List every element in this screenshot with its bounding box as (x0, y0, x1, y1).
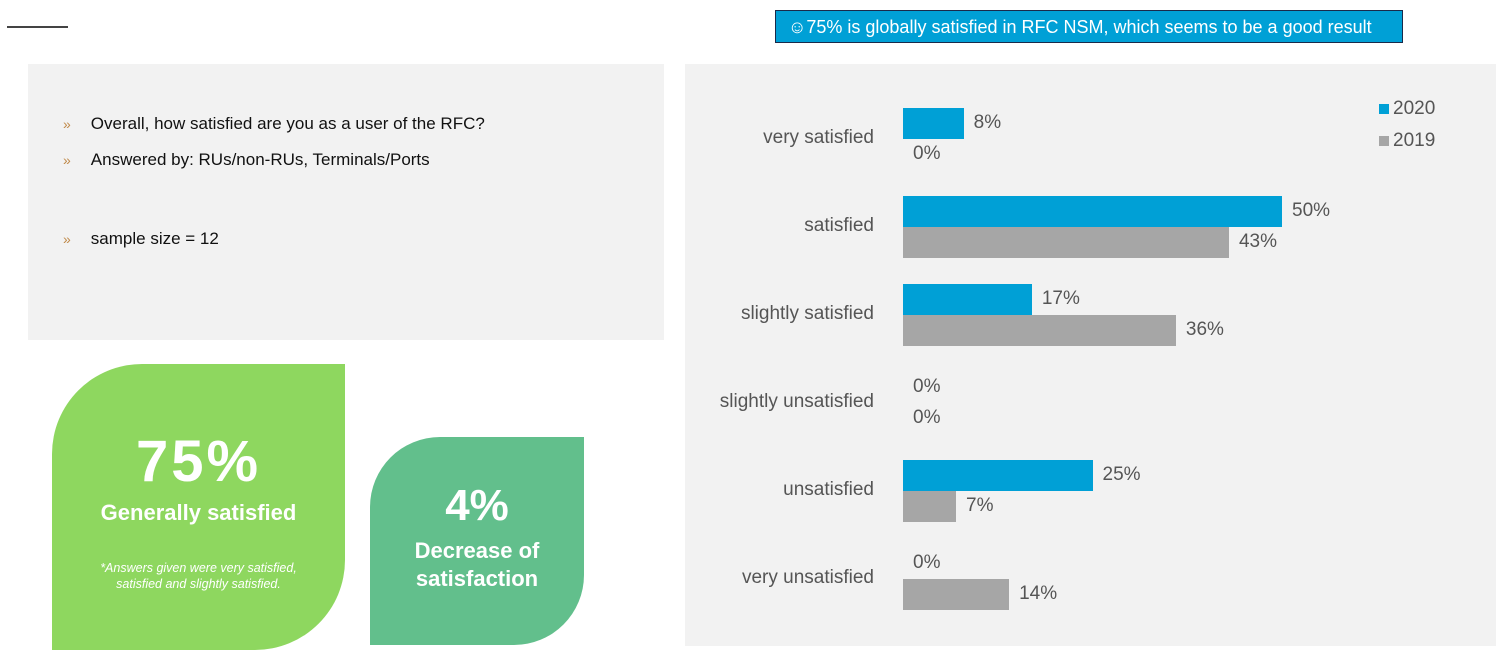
bullet-mark: » (63, 152, 71, 168)
value-label-2020: 0% (913, 552, 941, 573)
bullet-sample-size: » sample size = 12 (63, 229, 219, 249)
kpi-generally-satisfied: 75% Generally satisfied *Answers given w… (52, 364, 345, 650)
bullet-text: Overall, how satisfied are you as a user… (90, 114, 485, 133)
kpi-value: 75% (135, 429, 262, 494)
bullet-mark: » (63, 116, 71, 132)
legend-label: 2019 (1393, 130, 1436, 151)
bar-2019 (903, 579, 1010, 610)
kpi-decrease: 4% Decrease of satisfaction (370, 437, 584, 645)
bar-2019 (903, 227, 1229, 258)
value-label-2020: 0% (913, 376, 941, 397)
value-label-2020: 17% (1041, 288, 1080, 309)
category-label: unsatisfied (783, 479, 874, 500)
bullet-question: » Overall, how satisfied are you as a use… (63, 114, 485, 134)
kpi-value: 4% (445, 481, 509, 530)
value-label-2019: 43% (1238, 231, 1277, 252)
bar-2020 (903, 284, 1032, 315)
decorative-line (7, 26, 68, 28)
kpi-label-line2: satisfaction (415, 566, 539, 591)
legend-label: 2020 (1393, 98, 1436, 119)
kpi-label: Generally satisfied (100, 500, 297, 525)
value-label-2019: 0% (913, 407, 941, 428)
bar-2019 (903, 315, 1176, 346)
bar-2020 (903, 108, 964, 139)
bar-2020 (903, 460, 1093, 491)
legend-swatch (1379, 136, 1389, 146)
bullet-answered-by: » Answered by: RUs/non-RUs, Terminals/Por… (63, 150, 430, 170)
headline-banner: ☺75% is globally satisfied in RFC NSM, w… (775, 10, 1403, 43)
category-label: satisfied (804, 215, 874, 236)
value-label-2019: 36% (1185, 319, 1224, 340)
bar-2020 (903, 196, 1282, 227)
value-label-2019: 0% (913, 143, 941, 164)
category-label: slightly unsatisfied (719, 391, 874, 412)
bullet-text: sample size = 12 (90, 229, 219, 248)
bullet-mark: » (63, 231, 71, 247)
question-info-box: » Overall, how satisfied are you as a use… (28, 64, 664, 340)
satisfaction-bar-chart: 2020 2019 very satisfied 8% 0% satisfied 50%… (685, 64, 1496, 646)
value-label-2020: 25% (1102, 464, 1141, 485)
bar-2019 (903, 491, 957, 522)
value-label-2020: 8% (973, 112, 1002, 133)
bullet-text: Answered by: RUs/non-RUs, Terminals/Port… (90, 150, 430, 169)
legend-swatch (1379, 104, 1389, 114)
category-label: slightly satisfied (740, 303, 874, 324)
kpi-label-line1: Decrease of (414, 538, 540, 563)
value-label-2020: 50% (1292, 200, 1331, 221)
category-label: very satisfied (763, 127, 874, 148)
kpi-note: *Answers given were very satisfied, sati… (100, 561, 297, 591)
value-label-2019: 14% (1019, 583, 1058, 604)
value-label-2019: 7% (966, 495, 994, 516)
legend-item-2020: 2020 (1379, 98, 1435, 120)
legend-item-2019: 2019 (1379, 130, 1435, 152)
category-label: very unsatisfied (741, 567, 874, 588)
